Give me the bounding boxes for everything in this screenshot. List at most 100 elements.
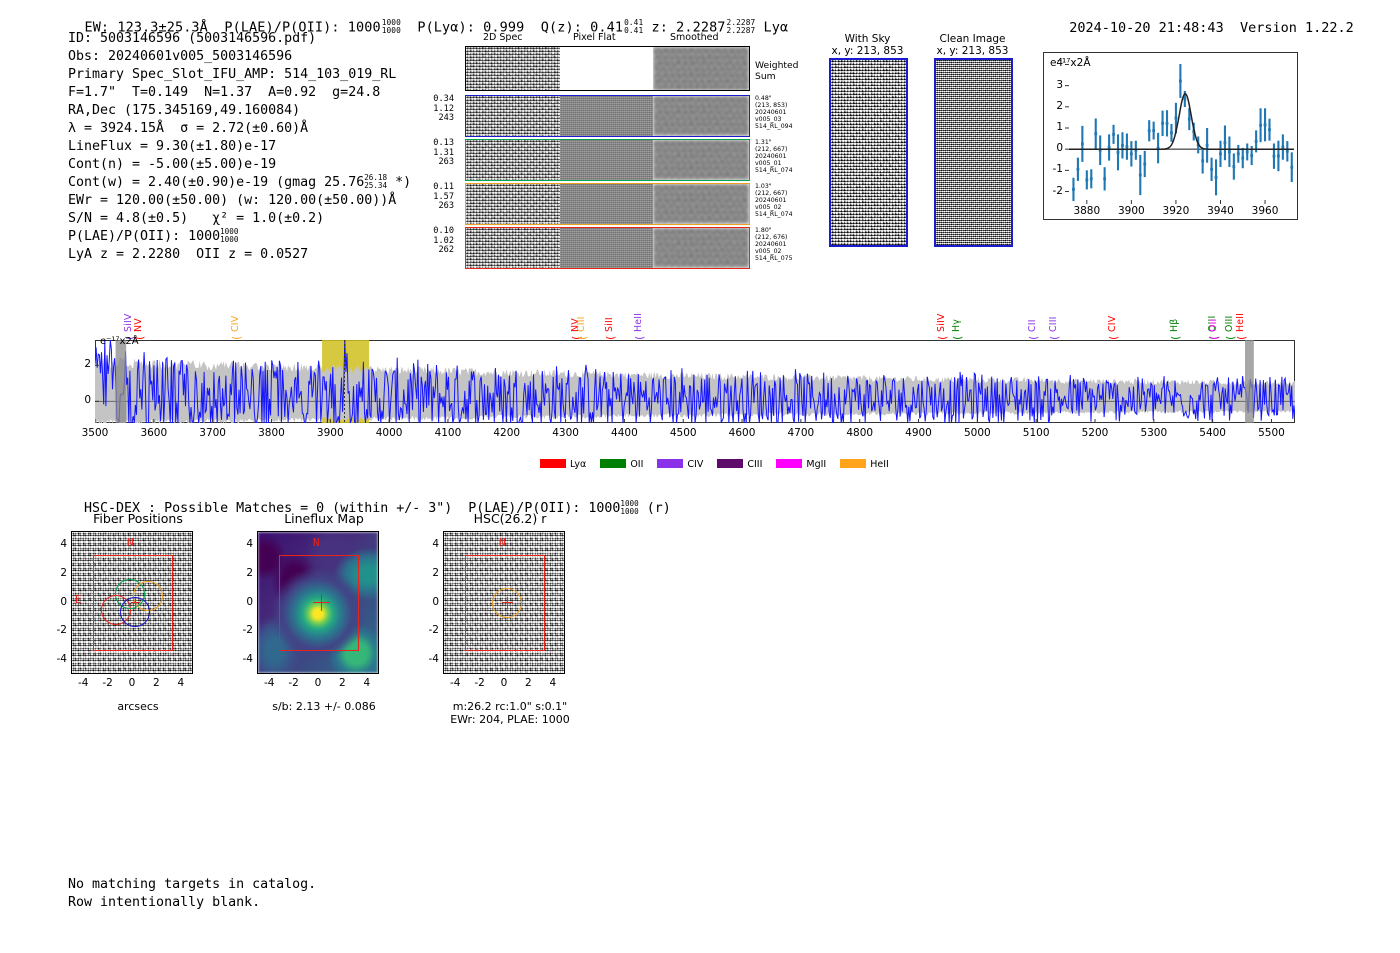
lp-ytick: 3 xyxy=(1056,78,1063,91)
emission-line-bracket: ( xyxy=(950,335,964,341)
clean-image-title: Clean Image xyxy=(939,33,1006,45)
legend-swatch xyxy=(717,459,744,468)
hscdex-plae-hi: 1000 xyxy=(620,499,639,508)
header-timestamp-block: 2024-10-20 21:48:43 Version 1.22.2 xyxy=(1053,4,1354,36)
spec2d-row: 0.11 1.57 263 1.03" (212, 667) 20240601 … xyxy=(433,182,793,225)
header-qz: Q(z): 0.41 xyxy=(540,19,624,36)
emission-line-bracket: ( xyxy=(633,335,647,341)
panel-ytick: 4 xyxy=(432,538,439,551)
emission-line-bracket: ( xyxy=(603,335,617,341)
spectrum-xtick: 3900 xyxy=(316,427,344,439)
note-line1: No matching targets in catalog. xyxy=(68,877,317,892)
col-header-2dspec: 2D Spec xyxy=(483,32,523,43)
weighted-sum-label: Weighted Sum xyxy=(755,60,799,82)
lp-xtick: 3880 xyxy=(1073,205,1101,217)
info-cont-w-text: Cont(w) = 2.40(±0.90)e-19 (gmag 25.76 xyxy=(68,174,365,190)
panel-xtick: 2 xyxy=(339,677,346,689)
emission-line-label: CIV xyxy=(1106,315,1118,332)
header-plya: P(Lyα): 0.999 xyxy=(417,19,525,36)
header-z: z: 2.2287 xyxy=(651,19,726,36)
spectrum-xtick: 5300 xyxy=(1140,427,1168,439)
hscdex-plae-lo: 1000 xyxy=(620,507,639,517)
spectrum-ytick: 2 xyxy=(84,358,91,371)
spectrum-xtick: 5200 xyxy=(1081,427,1109,439)
fiber-positions-xlabel: arcsecs xyxy=(117,700,159,713)
hsc-caption: m:26.2 rc:1.0" s:0.1" xyxy=(452,700,568,713)
info-cont-w: Cont(w) = 2.40(±0.90)e-19 (gmag 25.7626.… xyxy=(68,173,412,192)
lp-xtick: 3960 xyxy=(1251,205,1279,217)
hscdex-text: HSC-DEX : Possible Matches = 0 (within +… xyxy=(84,501,621,517)
legend-label: MgII xyxy=(806,459,827,470)
compass-east-label: E xyxy=(75,593,82,606)
panel-xtick: 0 xyxy=(128,677,136,689)
header-z-hi: 2.2287 xyxy=(726,18,756,27)
header-plae-label: P(LAE)/P(OII): 1000 xyxy=(224,19,381,36)
emission-line-label: NV xyxy=(132,318,144,332)
emission-line-label: CIII xyxy=(576,316,588,332)
spec2d-montage: 2D Spec Pixel Flat Smoothed Weighted Sum… xyxy=(430,32,799,269)
with-sky-coords: x, y: 213, 853 xyxy=(831,45,904,57)
panel-ytick: -4 xyxy=(56,652,67,665)
emission-line-label: HeII xyxy=(1235,312,1246,332)
panel-ytick: 4 xyxy=(60,538,67,551)
spectrum-xtick: 5000 xyxy=(963,427,991,439)
spec2d-row: 0.10 1.02 262 1.80" (212, 676) 20240601 … xyxy=(433,226,793,269)
target-marker xyxy=(321,594,323,611)
panel-xtick: 0 xyxy=(314,677,322,689)
info-plae-text: P(LAE)/P(OII): 1000 xyxy=(68,228,221,244)
line-profile-canvas xyxy=(1065,63,1294,204)
emission-line-bracket: ( xyxy=(936,335,950,341)
spectrum-xtick: 4100 xyxy=(434,427,462,439)
legend-label: Lyα xyxy=(570,459,587,470)
fiber-circle xyxy=(120,597,150,627)
emission-line-label: HeII xyxy=(633,312,645,332)
info-wavelength: λ = 3924.15Å σ = 2.72(±0.60)Å xyxy=(68,120,309,136)
emission-line-label: Hγ xyxy=(950,319,962,332)
spectrum-xtick: 4400 xyxy=(611,427,638,439)
panel-xtick: 2 xyxy=(525,677,532,689)
emission-line-label: OII xyxy=(1207,318,1219,332)
panel-ytick: -2 xyxy=(56,624,67,637)
spectrum-xtick: 4800 xyxy=(846,427,874,439)
lp-ytick: 1 xyxy=(1056,121,1063,133)
full-spectrum-canvas xyxy=(95,340,1295,423)
full-spectrum-ylabel: e⁻¹⁷x2Å xyxy=(100,336,139,347)
header-qz-lo: 0.41 xyxy=(624,26,644,36)
panel-ytick: -4 xyxy=(242,652,253,665)
lineflux-map-title: Lineflux Map xyxy=(284,511,364,526)
info-radec: RA,Dec (175.345169,49.160084) xyxy=(68,102,301,118)
info-id: ID: 5003146596 (5003146596.pdf) xyxy=(68,31,317,46)
panel-ytick: 0 xyxy=(432,595,439,608)
legend-swatch xyxy=(657,459,684,468)
compass-north-label: N xyxy=(313,536,320,549)
fiber-positions-image[interactable]: N E xyxy=(71,531,193,674)
legend-label: CIII xyxy=(747,459,763,470)
header-z-lo: 2.2287 xyxy=(726,26,756,36)
info-cont-w-post: *) xyxy=(395,174,412,190)
lp-ytick: -2 xyxy=(1052,184,1063,197)
lineflux-map-caption: s/b: 2.13 +/- 0.086 xyxy=(272,700,376,713)
emission-line-label: OIII xyxy=(1224,315,1236,332)
lineflux-map-image[interactable]: N xyxy=(257,531,379,674)
col-header-pixelflat: Pixel Flat xyxy=(573,32,616,43)
hsc-image[interactable]: N xyxy=(443,531,565,674)
spectrum-xtick: 5400 xyxy=(1199,427,1226,439)
panel-xtick: -4 xyxy=(77,677,89,689)
note-line2: Row intentionally blank. xyxy=(68,895,261,910)
spec2d-row: 0.13 1.31 263 1.31" (212, 667) 20240601 … xyxy=(433,138,793,181)
hsc-caption2: EWr: 204, PLAE: 1000 xyxy=(450,713,570,726)
clean-image-image xyxy=(934,58,1013,247)
emission-line-bracket: ( xyxy=(1047,335,1061,341)
info-cont-n: Cont(n) = -5.00(±5.00)e-19 xyxy=(68,156,277,172)
hsc-fov-box xyxy=(465,555,545,651)
compass-north-label: N xyxy=(127,536,134,549)
panel-xtick: 4 xyxy=(363,677,371,689)
spectrum-xtick: 4700 xyxy=(787,427,815,439)
lineflux-map-fov-box xyxy=(279,555,359,651)
panel-ytick: 2 xyxy=(60,566,67,579)
spectrum-xtick: 5500 xyxy=(1258,427,1285,439)
emission-line-bracket: ( xyxy=(230,335,244,341)
header-qz-hi: 0.41 xyxy=(624,18,644,27)
emission-line-label: CII xyxy=(1027,319,1039,332)
panel-ytick: 2 xyxy=(432,566,439,579)
